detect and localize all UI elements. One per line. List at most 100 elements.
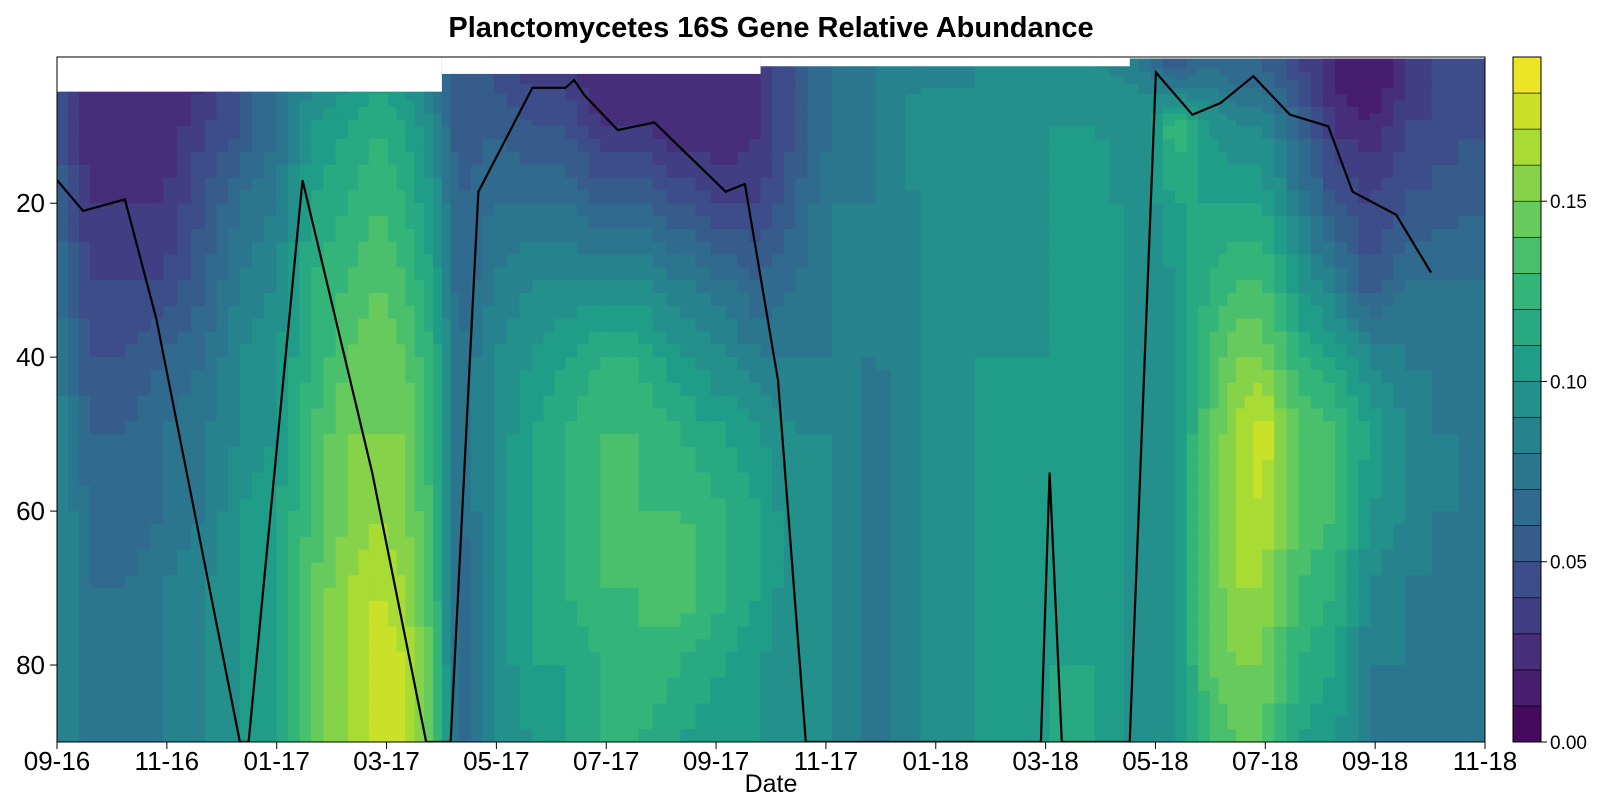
heat-cell: [90, 293, 103, 307]
heat-cell: [772, 703, 785, 717]
heat-cell: [920, 280, 940, 294]
heat-cell: [124, 408, 139, 422]
heat-cell: [625, 318, 640, 333]
heat-cell: [565, 677, 578, 692]
heat-cell: [90, 626, 103, 640]
heat-cell: [57, 626, 69, 640]
heat-cell: [101, 344, 114, 358]
heat-cell: [710, 588, 727, 602]
heat-cell: [1026, 344, 1039, 358]
heat-cell: [974, 113, 989, 121]
heat-cell: [441, 228, 452, 243]
heat-cell: [288, 498, 301, 512]
heat-cell: [905, 729, 922, 742]
heat-cell: [519, 690, 534, 705]
heat-cell: [379, 600, 389, 615]
heat-cell: [956, 68, 976, 73]
heat-cell: [666, 72, 682, 77]
heat-cell: [299, 331, 312, 345]
heat-cell: [860, 100, 877, 108]
heat-cell: [423, 421, 434, 435]
heat-cell: [150, 485, 164, 499]
heat-cell: [358, 446, 370, 461]
heat-cell: [638, 76, 654, 81]
heat-cell: [494, 729, 508, 742]
heat-cell: [239, 370, 253, 384]
heat-cell: [680, 254, 697, 268]
heat-cell: [588, 716, 601, 730]
heat-cell: [860, 254, 877, 268]
heat-cell: [177, 665, 192, 679]
heat-cell: [423, 511, 434, 525]
heat-cell: [613, 139, 627, 153]
heat-cell: [807, 511, 821, 525]
heat-cell: [101, 639, 114, 653]
heat-cell: [725, 395, 738, 410]
heat-cell: [368, 190, 380, 204]
heat-cell: [68, 639, 80, 653]
heat-cell: [600, 72, 614, 77]
heat-cell: [860, 80, 877, 85]
heat-cell: [988, 613, 1003, 628]
heat-cell: [79, 241, 91, 256]
heat-cell: [565, 331, 578, 345]
heat-cell: [396, 94, 406, 102]
heat-cell: [795, 228, 809, 243]
heat-cell: [494, 575, 508, 589]
heat-cell: [613, 344, 627, 358]
heat-cell: [554, 318, 567, 333]
heat-cell: [423, 203, 434, 217]
heat-cell: [532, 370, 545, 384]
heat-cell: [264, 190, 278, 204]
heat-cell: [450, 76, 460, 81]
heat-cell: [938, 83, 958, 89]
heat-cell: [795, 83, 809, 89]
heat-cell: [252, 434, 265, 448]
heat-cell: [396, 107, 406, 115]
heat-cell: [1038, 485, 1051, 499]
heat-cell: [680, 382, 697, 397]
heat-cell: [216, 370, 229, 384]
heat-cell: [956, 228, 976, 243]
heat-cell: [414, 652, 425, 666]
heat-cell: [625, 305, 640, 320]
heat-cell: [57, 408, 69, 422]
heat-cell: [358, 107, 370, 115]
heat-cell: [760, 600, 773, 615]
heat-cell: [470, 395, 484, 410]
heat-cell: [264, 344, 278, 358]
heat-cell: [482, 562, 495, 576]
heat-cell: [90, 498, 103, 512]
heat-cell: [113, 318, 126, 333]
heat-cell: [988, 151, 1003, 166]
heat-cell: [783, 600, 796, 615]
heat-cell: [846, 293, 862, 307]
heat-cell: [414, 293, 425, 307]
heat-cell: [482, 177, 495, 192]
heat-cell: [323, 190, 337, 204]
heat-cell: [379, 318, 389, 333]
heat-cell: [565, 126, 578, 140]
heat-cell: [807, 357, 821, 371]
heat-cell: [113, 575, 126, 589]
heat-cell: [725, 421, 738, 435]
heat-cell: [276, 703, 289, 717]
heat-cell: [124, 523, 139, 538]
heat-cell: [423, 94, 434, 102]
heat-cell: [772, 64, 785, 70]
heat-cell: [90, 100, 103, 108]
heat-cell: [807, 562, 821, 576]
heat-cell: [695, 652, 712, 666]
heat-cell: [1026, 87, 1039, 95]
heat-cell: [299, 677, 312, 692]
heat-cell: [441, 485, 452, 499]
heat-cell: [101, 472, 114, 487]
heat-cell: [459, 729, 472, 742]
heat-cell: [1026, 164, 1039, 179]
heat-cell: [680, 665, 697, 679]
heat-cell: [347, 652, 359, 666]
heat-cell: [311, 613, 325, 628]
heat-cell: [565, 107, 578, 115]
heat-cell: [905, 575, 922, 589]
heat-cell: [323, 100, 337, 108]
